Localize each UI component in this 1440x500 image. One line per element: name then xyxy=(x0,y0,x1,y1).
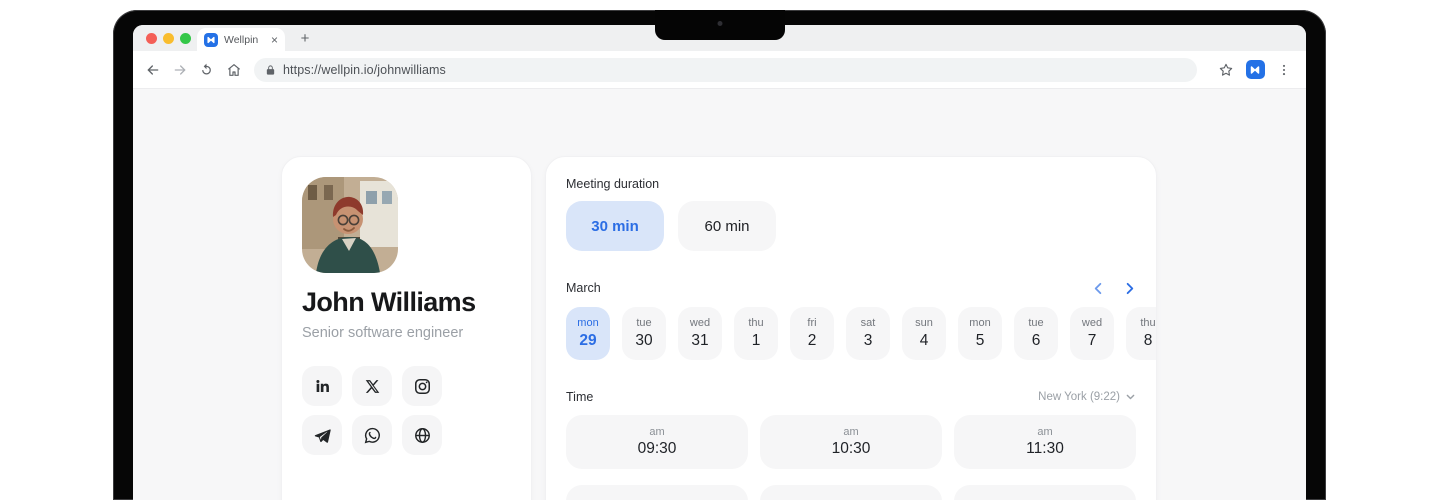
timezone-value: New York (9:22) xyxy=(1038,390,1120,403)
back-icon[interactable] xyxy=(144,61,162,79)
day-strip: mon 29 tue 30 wed 31 thu 1 fri 2 sat 3 sun 4 mo… xyxy=(566,307,1156,360)
chevron-down-icon xyxy=(1125,391,1136,402)
duration-60min-button[interactable]: 60 min xyxy=(678,201,776,251)
tab-close-icon[interactable]: × xyxy=(270,32,278,47)
avatar xyxy=(302,177,398,273)
wellpin-extension-icon[interactable] xyxy=(1245,60,1265,80)
time-slot[interactable]: am 09:30 xyxy=(566,415,748,469)
address-bar[interactable]: https://wellpin.io/johnwilliams xyxy=(254,57,1197,82)
day-chip[interactable]: tue 30 xyxy=(622,307,666,360)
laptop-frame: Wellpin × + xyxy=(113,10,1326,500)
telegram-icon[interactable] xyxy=(302,415,342,455)
prev-week-icon[interactable] xyxy=(1091,281,1105,295)
social-row-1 xyxy=(302,366,511,406)
scheduler-card: Meeting duration 30 min 60 min March xyxy=(545,156,1157,500)
wellpin-favicon-icon xyxy=(204,32,218,47)
day-chip[interactable]: wed 31 xyxy=(678,307,722,360)
calendar-header: March xyxy=(566,280,1136,296)
day-chip[interactable]: wed 7 xyxy=(1070,307,1114,360)
month-label: March xyxy=(566,281,601,295)
laptop-screen: Wellpin × + xyxy=(133,25,1306,500)
day-chip[interactable]: sat 3 xyxy=(846,307,890,360)
duration-options: 30 min 60 min xyxy=(566,201,1136,251)
social-row-2 xyxy=(302,415,511,455)
website-globe-icon[interactable] xyxy=(402,415,442,455)
x-twitter-icon[interactable] xyxy=(352,366,392,406)
url-text: https://wellpin.io/johnwilliams xyxy=(283,62,446,77)
webcam-icon xyxy=(717,21,722,26)
time-slot[interactable]: am 10:30 xyxy=(760,415,942,469)
person-name: John Williams xyxy=(302,287,476,317)
time-slot[interactable]: pm xyxy=(954,485,1136,500)
browser-toolbar: https://wellpin.io/johnwilliams xyxy=(133,51,1306,89)
meeting-duration-label: Meeting duration xyxy=(566,177,660,191)
time-slot[interactable]: pm xyxy=(760,485,942,500)
instagram-icon[interactable] xyxy=(402,366,442,406)
duration-30min-button[interactable]: 30 min xyxy=(566,201,664,251)
linkedin-icon[interactable] xyxy=(302,366,342,406)
day-chip[interactable]: fri 2 xyxy=(790,307,834,360)
browser-tab[interactable]: Wellpin × xyxy=(197,28,285,51)
whatsapp-icon[interactable] xyxy=(352,415,392,455)
person-title: Senior software engineer xyxy=(302,325,464,341)
next-week-icon[interactable] xyxy=(1122,281,1136,295)
home-icon[interactable] xyxy=(225,61,243,79)
day-chip[interactable]: sun 4 xyxy=(902,307,946,360)
page-content: John Williams Senior software engineer xyxy=(133,89,1306,500)
calendar-nav xyxy=(1091,281,1136,295)
reload-icon[interactable] xyxy=(198,61,216,79)
day-chip[interactable]: tue 6 xyxy=(1014,307,1058,360)
bookmark-star-icon[interactable] xyxy=(1216,60,1236,80)
tab-title: Wellpin xyxy=(224,33,259,46)
window-minimize-button[interactable] xyxy=(163,33,174,44)
new-tab-button[interactable]: + xyxy=(300,29,310,47)
time-label: Time xyxy=(566,389,594,404)
time-slot[interactable]: am 11:30 xyxy=(954,415,1136,469)
window-close-button[interactable] xyxy=(146,33,157,44)
day-chip[interactable]: thu 1 xyxy=(734,307,778,360)
day-chip[interactable]: mon 5 xyxy=(958,307,1002,360)
browser-menu-icon[interactable] xyxy=(1274,60,1294,80)
profile-card: John Williams Senior software engineer xyxy=(281,156,532,500)
timezone-select[interactable]: New York (9:22) xyxy=(1038,391,1136,403)
forward-icon[interactable] xyxy=(171,61,189,79)
laptop-notch xyxy=(654,10,785,40)
day-chip[interactable]: thu 8 xyxy=(1126,307,1156,360)
window-zoom-button[interactable] xyxy=(180,33,191,44)
time-slot[interactable]: am xyxy=(566,485,748,500)
lock-icon xyxy=(265,64,276,76)
day-chip[interactable]: mon 29 xyxy=(566,307,610,360)
time-header: Time New York (9:22) xyxy=(566,389,1136,404)
